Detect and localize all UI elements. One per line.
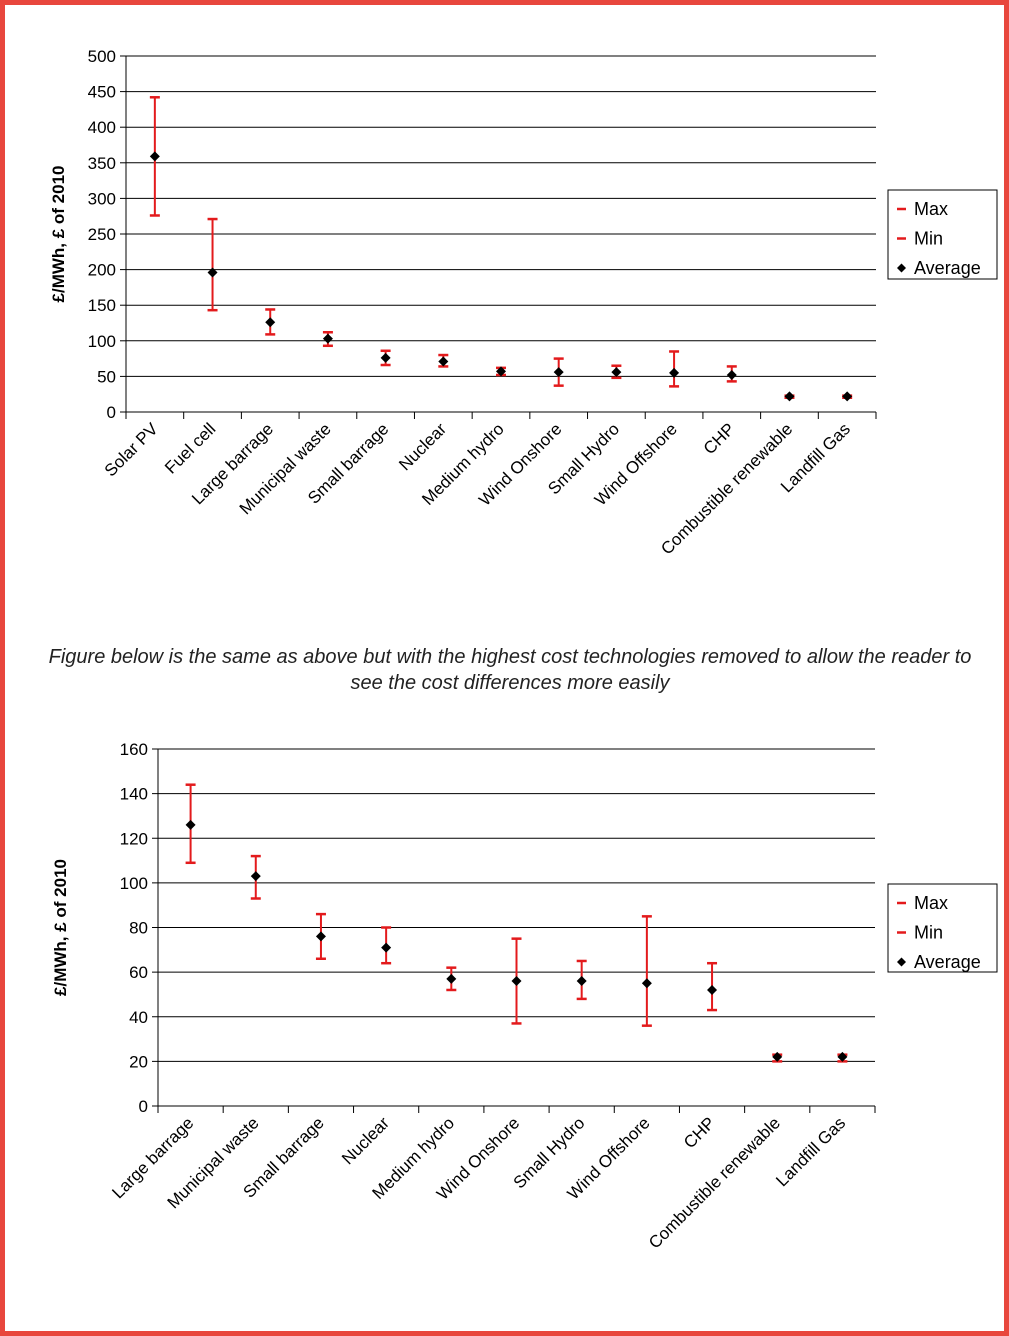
- average-point: [641, 978, 652, 989]
- average-point: [185, 819, 196, 830]
- average-point: [772, 1051, 783, 1062]
- legend-label-min: Min: [914, 923, 943, 943]
- y-axis-label: £/MWh, £ of 2010: [49, 166, 68, 303]
- y-tick-label: 250: [88, 225, 116, 244]
- figure-caption: Figure below is the same as above but wi…: [48, 646, 972, 694]
- y-tick-label: 160: [120, 740, 148, 759]
- average-point: [496, 366, 506, 377]
- category-label: CHP: [700, 419, 739, 458]
- average-point: [669, 367, 680, 378]
- average-point: [611, 367, 622, 378]
- y-axis-label: £/MWh, £ of 2010: [51, 859, 70, 996]
- category-label: Fuel cell: [161, 419, 219, 477]
- average-point: [784, 391, 795, 402]
- category-label: Nuclear: [338, 1113, 393, 1168]
- y-tick-label: 140: [120, 785, 148, 804]
- legend-swatch-average: [897, 263, 906, 273]
- average-point: [381, 942, 392, 953]
- y-tick-label: 300: [88, 189, 116, 208]
- legend-label-average: Average: [914, 952, 981, 972]
- y-tick-label: 60: [129, 963, 148, 982]
- y-tick-label: 350: [88, 154, 116, 173]
- average-point: [446, 973, 457, 984]
- average-point: [511, 976, 522, 987]
- category-label: Landfill Gas: [772, 1113, 849, 1190]
- chart-full-range: 0 50 100 150 200 250 300 350 400 450 500 £/MWh, £ o…: [49, 47, 998, 558]
- category-label: Nuclear: [395, 419, 450, 474]
- legend-swatch-average: [897, 957, 906, 967]
- average-point: [438, 356, 449, 367]
- y-tick-label: 0: [139, 1097, 148, 1116]
- y-tick-label: 40: [129, 1008, 148, 1027]
- y-tick-label: 50: [97, 367, 116, 386]
- average-point: [707, 984, 718, 995]
- average-point: [726, 369, 737, 380]
- y-tick-label: 450: [88, 83, 116, 102]
- legend-box: [887, 883, 998, 973]
- category-label: Solar PV: [101, 419, 162, 480]
- legend-box: [887, 189, 998, 280]
- average-point: [837, 1051, 848, 1062]
- y-tick-label: 80: [129, 919, 148, 938]
- average-point: [149, 151, 160, 162]
- legend-label-min: Min: [914, 229, 943, 249]
- y-tick-label: 0: [107, 403, 116, 422]
- legend-label-average: Average: [914, 258, 981, 278]
- average-point: [207, 267, 218, 278]
- category-label: CHP: [680, 1113, 719, 1152]
- legend-label-max: Max: [914, 199, 948, 219]
- y-tick-label: 150: [88, 296, 116, 315]
- average-point: [576, 976, 587, 987]
- y-tick-label: 20: [129, 1052, 148, 1071]
- average-point: [250, 871, 261, 882]
- y-tick-label: 120: [120, 829, 148, 848]
- y-tick-label: 500: [88, 47, 116, 66]
- average-point: [315, 931, 326, 942]
- y-tick-label: 400: [88, 118, 116, 137]
- average-point: [553, 367, 564, 378]
- average-point: [265, 317, 276, 328]
- average-point: [380, 352, 391, 363]
- average-point: [842, 391, 853, 402]
- category-label: Combustible renewable: [645, 1113, 784, 1252]
- y-tick-label: 200: [88, 261, 116, 280]
- legend-label-max: Max: [914, 893, 948, 913]
- average-point: [322, 333, 333, 344]
- y-tick-label: 100: [88, 332, 116, 351]
- y-tick-label: 100: [120, 874, 148, 893]
